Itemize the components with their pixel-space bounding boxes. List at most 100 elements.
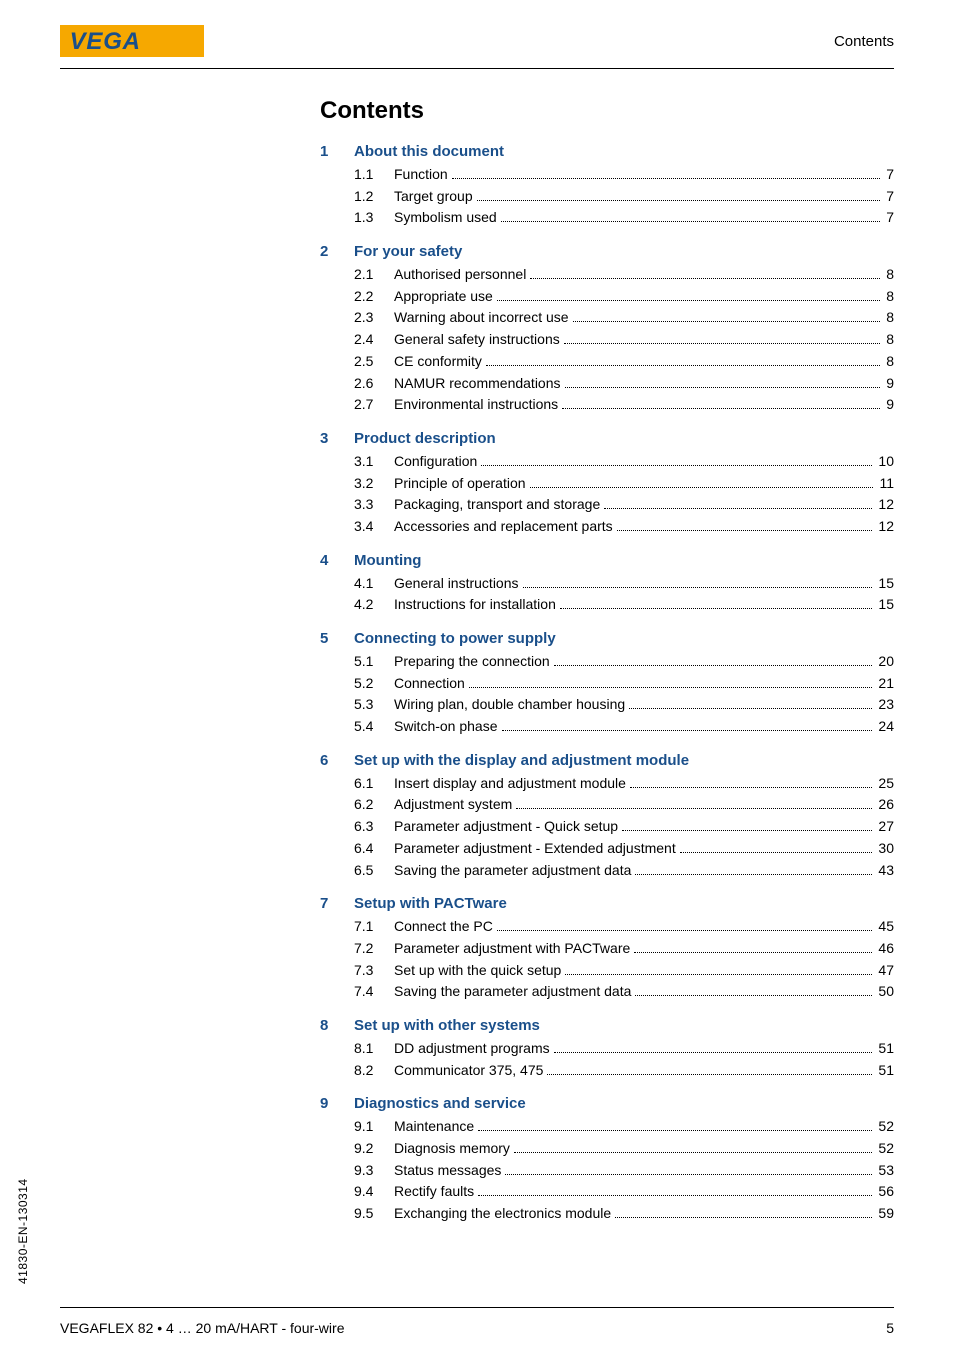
toc-entry-title: Parameter adjustment - Extended adjustme…: [394, 838, 676, 860]
toc-entry-number: 2.3: [320, 307, 394, 329]
toc-entry[interactable]: 8.1DD adjustment programs 51: [320, 1038, 894, 1060]
toc-entry[interactable]: 1.2Target group7: [320, 186, 894, 208]
toc-entry[interactable]: 6.1Insert display and adjustment module2…: [320, 773, 894, 795]
toc-section-number: 6: [320, 752, 354, 769]
toc-entry[interactable]: 3.3Packaging, transport and storage12: [320, 494, 894, 516]
toc-entry[interactable]: 6.5Saving the parameter adjustment data4…: [320, 860, 894, 882]
toc-section-header: 4Mounting: [320, 552, 894, 569]
toc-entry[interactable]: 2.6NAMUR recommendations9: [320, 373, 894, 395]
vega-logo: VEGA: [60, 25, 204, 57]
toc-entry-number: 1.1: [320, 164, 394, 186]
toc-entry[interactable]: 9.1Maintenance52: [320, 1116, 894, 1138]
toc-entry[interactable]: 1.1Function7: [320, 164, 894, 186]
toc-entry[interactable]: 2.4General safety instructions8: [320, 329, 894, 351]
toc-leader-dots: [478, 1184, 872, 1197]
toc-entry-page: 20: [876, 651, 894, 673]
toc-entry-page: 7: [884, 164, 894, 186]
toc-entry[interactable]: 1.3Symbolism used7: [320, 207, 894, 229]
toc-entry-title: General safety instructions: [394, 329, 560, 351]
toc-leader-dots: [615, 1205, 872, 1218]
toc-leader-dots: [502, 718, 873, 731]
toc-entry-title: Rectify faults: [394, 1181, 474, 1203]
toc-section: 4Mounting 4.1General instructions154.2Ins…: [320, 552, 894, 616]
toc-entry[interactable]: 9.2Diagnosis memory52: [320, 1138, 894, 1160]
toc-section-header: 8Set up with other systems: [320, 1017, 894, 1034]
toc-entry[interactable]: 6.3Parameter adjustment - Quick setup27: [320, 816, 894, 838]
toc-entry[interactable]: 7.1Connect the PC45: [320, 916, 894, 938]
toc-entry-page: 11: [877, 473, 894, 495]
toc-leader-dots: [497, 288, 880, 301]
toc-entry[interactable]: 2.2Appropriate use8: [320, 286, 894, 308]
toc-entry-number: 3.1: [320, 451, 394, 473]
toc-section-title: Product description: [354, 430, 496, 447]
toc-entry[interactable]: 9.4Rectify faults56: [320, 1181, 894, 1203]
toc-leader-dots: [622, 819, 872, 832]
toc-entry-title: Saving the parameter adjustment data: [394, 981, 631, 1003]
toc-entry-page: 23: [876, 694, 894, 716]
toc-entry[interactable]: 4.1General instructions15: [320, 573, 894, 595]
toc-leader-dots: [514, 1140, 872, 1153]
toc-entry[interactable]: 2.7Environmental instructions9: [320, 394, 894, 416]
toc-entry-page: 53: [876, 1160, 894, 1182]
toc-entry[interactable]: 4.2Instructions for installation15: [320, 594, 894, 616]
toc-entry-title: Warning about incorrect use: [394, 307, 569, 329]
toc-entry[interactable]: 5.2Connection21: [320, 673, 894, 695]
toc-entry-title: Authorised personnel: [394, 264, 526, 286]
toc-entry-page: 27: [876, 816, 894, 838]
toc-entry[interactable]: 5.1Preparing the connection20: [320, 651, 894, 673]
toc-entry-title: Switch-on phase: [394, 716, 498, 738]
toc-entry-number: 3.2: [320, 473, 394, 495]
toc-entry[interactable]: 3.4Accessories and replacement parts12: [320, 516, 894, 538]
toc-entry[interactable]: 2.1Authorised personnel8: [320, 264, 894, 286]
toc-entry-number: 6.1: [320, 773, 394, 795]
toc-entry[interactable]: 3.2Principle of operation11: [320, 473, 894, 495]
toc-entry[interactable]: 8.2Communicator 375, 47551: [320, 1060, 894, 1082]
toc-entry[interactable]: 9.5Exchanging the electronics module59: [320, 1203, 894, 1225]
toc-entry[interactable]: 7.4Saving the parameter adjustment data5…: [320, 981, 894, 1003]
table-of-contents: 1About this document1.1Function71.2Targe…: [320, 143, 894, 1225]
toc-entry-title: Connection: [394, 673, 465, 695]
toc-entry[interactable]: 2.5CE conformity8: [320, 351, 894, 373]
toc-leader-dots: [562, 397, 880, 410]
toc-entry[interactable]: 6.2Adjustment system26: [320, 794, 894, 816]
toc-entry-page: 59: [876, 1203, 894, 1225]
toc-leader-dots: [634, 940, 872, 953]
toc-entry[interactable]: 7.3Set up with the quick setup47: [320, 960, 894, 982]
toc-entry[interactable]: 2.3Warning about incorrect use8: [320, 307, 894, 329]
toc-leader-dots: [501, 210, 881, 223]
toc-entry-number: 8.1: [320, 1038, 394, 1060]
toc-section-title: Set up with the display and adjustment m…: [354, 752, 689, 769]
toc-section: 1About this document1.1Function71.2Targe…: [320, 143, 894, 229]
toc-entry-title: Preparing the connection: [394, 651, 550, 673]
toc-entry-title: Set up with the quick setup: [394, 960, 561, 982]
toc-entry[interactable]: 7.2Parameter adjustment with PACTware46: [320, 938, 894, 960]
toc-section-number: 7: [320, 895, 354, 912]
toc-section-number: 3: [320, 430, 354, 447]
toc-leader-dots: [497, 919, 873, 932]
toc-entry[interactable]: 5.4Switch-on phase24: [320, 716, 894, 738]
toc-entry[interactable]: 9.3Status messages53: [320, 1160, 894, 1182]
toc-leader-dots: [505, 1162, 872, 1175]
toc-entry[interactable]: 3.1Configuration10: [320, 451, 894, 473]
toc-entry-title: DD adjustment programs: [394, 1038, 550, 1060]
toc-entry[interactable]: 6.4Parameter adjustment - Extended adjus…: [320, 838, 894, 860]
toc-entry-page: 51: [876, 1038, 894, 1060]
toc-entry-number: 6.2: [320, 794, 394, 816]
svg-text:VEGA: VEGA: [70, 28, 141, 55]
toc-section-header: 2For your safety: [320, 243, 894, 260]
toc-entry-number: 8.2: [320, 1060, 394, 1082]
toc-section-number: 5: [320, 630, 354, 647]
toc-entry[interactable]: 5.3Wiring plan, double chamber housing23: [320, 694, 894, 716]
toc-leader-dots: [486, 353, 880, 366]
toc-entry-title: Parameter adjustment - Quick setup: [394, 816, 618, 838]
toc-entries: 8.1DD adjustment programs 518.2Communicat…: [320, 1038, 894, 1081]
toc-entry-number: 9.1: [320, 1116, 394, 1138]
toc-entry-page: 10: [876, 451, 894, 473]
toc-entries: 4.1General instructions154.2Instructions…: [320, 573, 894, 616]
toc-section: 7Setup with PACTware7.1Connect the PC457…: [320, 895, 894, 1003]
page-header: VEGA Contents: [0, 0, 954, 64]
toc-entry-number: 1.3: [320, 207, 394, 229]
page-footer: VEGAFLEX 82 • 4 … 20 mA/HART - four-wire…: [60, 1320, 894, 1336]
toc-leader-dots: [635, 984, 872, 997]
toc-entry-page: 25: [876, 773, 894, 795]
